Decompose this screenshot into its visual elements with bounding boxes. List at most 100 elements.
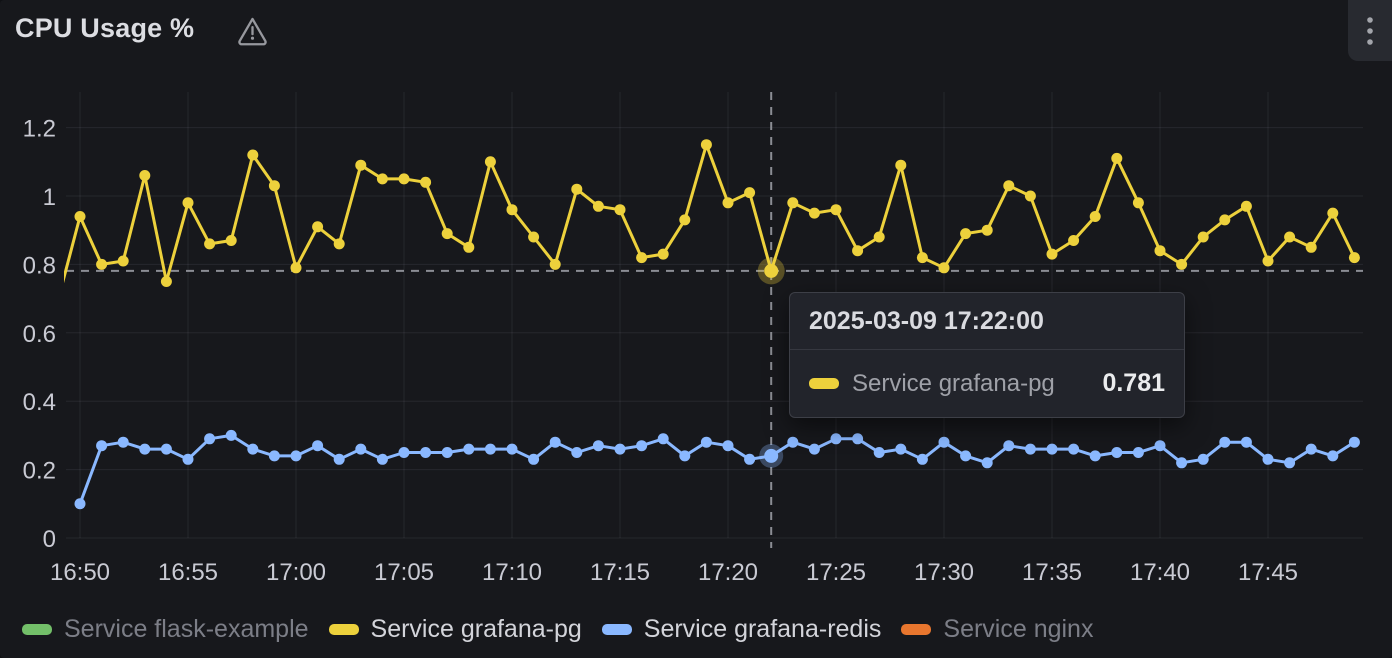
x-tick-label: 17:35 — [1022, 559, 1082, 586]
data-point — [1111, 447, 1123, 458]
data-point — [1240, 200, 1252, 212]
legend-label: Service nginx — [943, 615, 1094, 643]
data-point — [722, 197, 734, 209]
data-point — [1327, 207, 1339, 219]
data-point — [1024, 190, 1036, 202]
data-point — [636, 440, 648, 452]
chart-tooltip: 2025-03-09 17:22:00 Service grafana-pg 0… — [789, 292, 1185, 418]
x-tick-label: 17:20 — [698, 559, 758, 586]
data-point — [420, 447, 432, 458]
data-point — [1327, 450, 1339, 462]
data-point — [247, 149, 259, 161]
data-point — [1197, 231, 1209, 243]
tooltip-series-marker — [809, 378, 839, 389]
data-point — [592, 200, 604, 212]
x-tick-label: 17:40 — [1130, 559, 1190, 586]
tooltip-series-row: Service grafana-pg 0.781 — [790, 350, 1184, 417]
data-point — [312, 221, 324, 233]
data-point — [117, 436, 129, 448]
data-point — [873, 447, 885, 458]
data-point — [614, 204, 626, 216]
data-point — [592, 440, 604, 452]
data-point — [463, 443, 475, 455]
data-point — [420, 176, 432, 188]
data-point — [1262, 453, 1274, 465]
data-point — [895, 159, 907, 171]
data-point — [528, 231, 540, 243]
data-point — [1197, 453, 1209, 465]
data-point — [1132, 447, 1144, 458]
data-point — [657, 248, 669, 260]
legend-label: Service grafana-pg — [370, 615, 582, 643]
data-point — [679, 214, 691, 226]
legend-item-grafana-pg[interactable]: Service grafana-pg — [328, 615, 582, 644]
x-tick-label: 16:55 — [158, 559, 218, 586]
data-point — [1089, 211, 1101, 222]
data-point — [268, 450, 280, 462]
data-point — [463, 241, 475, 253]
data-point — [1284, 231, 1296, 243]
data-point — [204, 433, 216, 445]
data-point — [1111, 152, 1123, 164]
data-point — [700, 436, 712, 448]
x-tick-label: 17:25 — [806, 559, 866, 586]
data-point — [398, 173, 410, 185]
data-point — [916, 453, 928, 465]
data-point — [1219, 436, 1231, 448]
data-point — [312, 440, 324, 452]
data-point — [808, 443, 820, 455]
data-point — [1046, 248, 1058, 260]
legend-label: Service flask-example — [64, 615, 309, 643]
legend-item-nginx[interactable]: Service nginx — [901, 615, 1093, 644]
legend-marker-grafana-pg — [328, 624, 359, 635]
data-point — [139, 443, 151, 455]
data-point — [398, 447, 410, 458]
data-point — [355, 159, 367, 171]
x-tick-label: 17:45 — [1238, 559, 1298, 586]
data-point — [290, 262, 302, 274]
y-tick-label: 1.2 — [23, 116, 56, 143]
y-tick-label: 0.2 — [23, 458, 56, 485]
data-point — [722, 440, 734, 452]
data-point — [441, 447, 453, 458]
data-point — [225, 235, 237, 246]
data-point — [1176, 258, 1188, 270]
data-point — [571, 447, 583, 458]
data-point — [895, 443, 907, 455]
data-point — [376, 173, 388, 185]
data-point — [247, 443, 259, 455]
data-point — [636, 252, 648, 264]
data-point — [1262, 255, 1274, 267]
x-tick-label: 16:50 — [50, 559, 110, 586]
data-point — [96, 440, 108, 452]
legend-marker-nginx — [901, 624, 932, 635]
panel-menu-button[interactable] — [1348, 0, 1392, 61]
legend-item-grafana-redis[interactable]: Service grafana-redis — [601, 615, 882, 644]
data-point — [74, 211, 86, 222]
data-point — [830, 204, 842, 216]
data-point — [1089, 450, 1101, 462]
data-point — [139, 170, 151, 181]
data-point — [290, 450, 302, 462]
data-point — [960, 450, 972, 462]
legend-marker-grafana-redis — [601, 624, 632, 635]
tooltip-series-label: Service grafana-pg — [852, 369, 1055, 397]
data-point — [981, 457, 993, 469]
y-tick-label: 0 — [43, 526, 56, 553]
legend-label: Service grafana-redis — [643, 615, 882, 643]
data-point — [787, 436, 799, 448]
data-point — [852, 433, 864, 445]
data-point — [787, 197, 799, 209]
data-point — [1132, 197, 1144, 209]
warning-triangle-icon[interactable] — [236, 14, 269, 47]
data-point — [679, 450, 691, 462]
x-tick-label: 17:30 — [914, 559, 974, 586]
data-point — [355, 443, 367, 455]
legend-item-flask-example[interactable]: Service flask-example — [22, 615, 309, 644]
data-point — [1003, 440, 1015, 452]
data-point — [744, 453, 756, 465]
data-point — [549, 258, 561, 270]
x-tick-label: 17:10 — [482, 559, 542, 586]
